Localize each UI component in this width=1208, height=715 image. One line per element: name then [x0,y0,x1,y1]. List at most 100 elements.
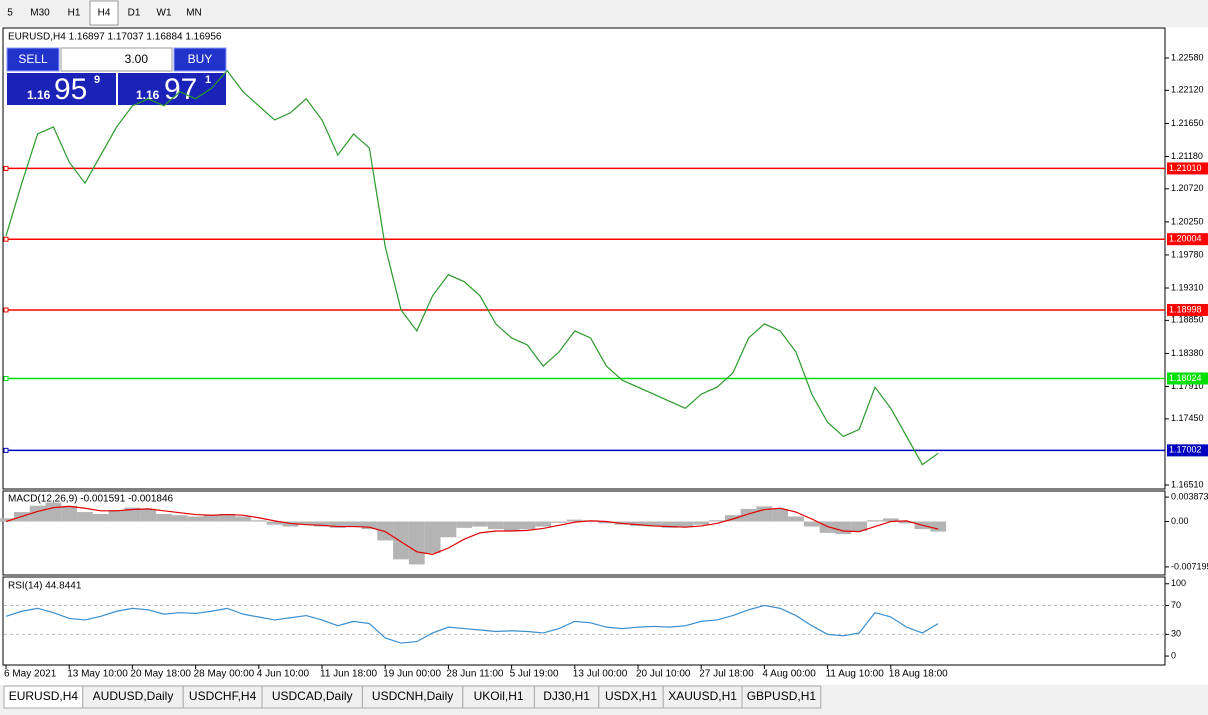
y-tick-label: 1.18380 [1171,348,1204,358]
histogram-bar [92,513,109,522]
histogram-bar [851,521,868,531]
histogram-bar [393,521,409,560]
histogram-bar [140,508,157,522]
level-label: 1.18024 [1169,373,1202,383]
histogram-bar [819,521,836,533]
histogram-bar [867,520,883,522]
x-tick-label: 5 Jul 19:00 [510,669,559,680]
sell-label: SELL [18,52,48,66]
histogram-bar [835,521,852,535]
histogram-bar [566,519,583,522]
x-tick-label: 18 Aug 18:00 [889,669,948,680]
y-tick-label: 30 [1171,629,1181,639]
tab-label: XAUUSD,H1 [668,689,737,703]
data-line [5,604,939,644]
y-tick-label: 1.22120 [1171,85,1204,95]
buy-label: BUY [188,52,213,66]
level-handle [3,236,9,242]
macd-title: MACD(12,26,9) -0.001591 -0.001846 [8,494,174,505]
histogram-bar [882,518,899,522]
timeframe-button[interactable] [60,1,88,25]
histogram-bar [45,502,62,522]
y-tick-label: 1.22580 [1171,52,1204,62]
x-tick-label: 27 Jul 18:00 [699,669,754,680]
level-tag [1167,303,1208,316]
volume-box[interactable] [60,47,173,72]
histogram-bar [298,521,315,525]
tab-label: DJ30,H1 [543,689,590,703]
timeframe-button[interactable] [0,1,20,25]
timeframe-button[interactable] [180,1,208,25]
level-label: 1.21010 [1169,163,1202,173]
ask-big: 1.16 [136,88,160,102]
histogram-bar [156,513,172,522]
y-tick-label: 1.20250 [1171,216,1204,226]
data-line [5,69,939,466]
histogram-bar [551,521,567,523]
bid-big: 1.16 [27,88,51,102]
y-tick-label: 1.20720 [1171,183,1204,193]
rsi-panel [2,576,1166,666]
x-tick-label: 28 Jun 11:00 [446,669,504,680]
tab-label: UKOil,H1 [474,689,524,703]
x-tick-label: 6 May 2021 [4,669,57,680]
timeframe-label: W1 [157,8,172,19]
tab-label: USDX,H1 [605,689,657,703]
level-label: 1.20004 [1169,234,1202,244]
histogram-bar [266,521,283,525]
histogram-bar [424,521,441,554]
histogram-bar [61,505,78,522]
sell-button[interactable] [6,47,60,72]
tab-label: USDCHF,H4 [189,689,257,703]
y-tick-label: 0.00 [1171,516,1189,526]
timeframe-label: H1 [68,8,81,19]
histogram-bar [29,505,46,522]
histogram-bar [440,521,457,538]
histogram-bar [661,521,678,528]
timeframe-button[interactable] [150,1,178,25]
price-title: EURUSD,H4 1.16897 1.17037 1.16884 1.1695… [8,32,222,43]
ask-box[interactable] [118,73,226,105]
y-tick-label: 0 [1171,650,1176,660]
level-handle [3,165,9,171]
timeframe-button[interactable] [120,1,148,25]
trade-panel: SELL 3.00 BUY 1.16 95 9 1.16 97 1 [6,47,227,106]
level-handle [3,375,9,381]
histogram-bar [693,521,710,525]
histogram-bar [503,521,520,531]
x-tick-label: 28 May 00:00 [194,669,255,680]
timeframe-label: M30 [30,8,50,19]
histogram-bar [377,521,394,541]
x-tick-label: 13 May 10:00 [67,669,128,680]
tab-label: EURUSD,H4 [9,689,79,703]
tab-label: AUDUSD,Daily [93,689,174,703]
y-tick-label: 1.17450 [1171,413,1204,423]
timeframe-button[interactable] [89,0,119,26]
timeframe-button[interactable] [22,1,58,25]
histogram-bar [630,521,646,526]
macd-panel [2,490,1166,576]
tab[interactable] [741,685,822,709]
histogram-bar [408,521,425,565]
histogram-bar [898,521,915,524]
buy-button[interactable] [173,47,227,72]
histogram-bar [724,515,741,522]
histogram-bar [203,515,220,522]
timeframe-label: D1 [128,8,141,19]
y-tick-label: 1.17910 [1171,381,1204,391]
y-tick-label: 0.003873 [1171,491,1208,501]
level-tag [1167,162,1208,175]
timeframe-label: 5 [7,8,13,19]
x-tick-label: 4 Aug 00:00 [762,669,816,680]
histogram-bar [108,510,125,522]
histogram-bar [171,515,188,522]
x-tick-label: 4 Jun 10:00 [257,669,310,680]
level-label: 1.17002 [1169,445,1202,455]
bid-frac: 9 [94,74,100,86]
bid-box[interactable] [7,73,116,105]
histogram-bar [219,513,236,522]
tab-label: GBPUSD,H1 [747,689,817,703]
level-tag [1167,233,1208,246]
